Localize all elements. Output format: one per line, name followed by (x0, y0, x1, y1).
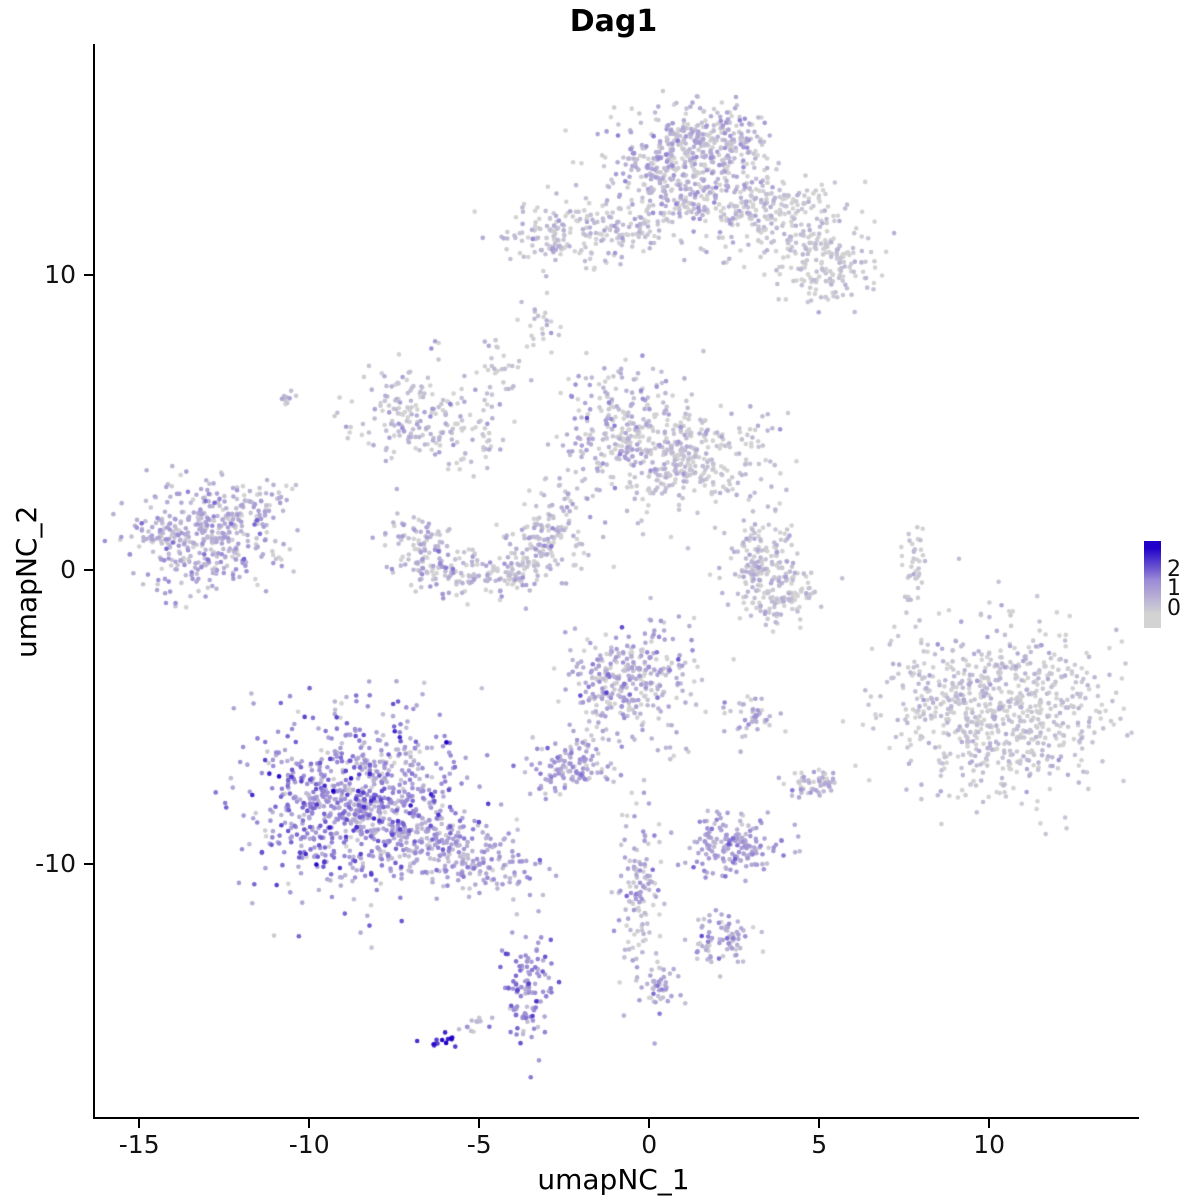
x-tick-label: -10 (288, 1130, 330, 1159)
y-axis-title: umapNC_2 (10, 505, 43, 658)
x-tick-mark (138, 1119, 141, 1128)
y-tick-label: 10 (44, 259, 76, 289)
x-tick-mark (308, 1119, 311, 1128)
x-tick-label: 5 (811, 1130, 828, 1159)
x-tick-label: 0 (641, 1130, 658, 1159)
x-tick-label: 10 (973, 1130, 1006, 1159)
y-tick-mark (84, 568, 93, 571)
x-tick-label: -5 (466, 1130, 492, 1159)
x-axis-line (93, 1117, 1139, 1119)
x-tick-mark (648, 1119, 651, 1128)
legend-tick-label: 0 (1167, 595, 1181, 621)
x-tick-mark (818, 1119, 821, 1128)
y-tick-mark (84, 273, 93, 276)
x-tick-label: -15 (118, 1130, 160, 1159)
y-tick-label: -10 (35, 849, 76, 879)
y-tick-mark (84, 863, 93, 866)
legend-gradient-bar (1144, 541, 1161, 628)
x-tick-mark (988, 1119, 991, 1128)
legend-tick-label: 1 (1167, 576, 1181, 602)
y-tick-label: 0 (60, 554, 76, 584)
x-axis-title: umapNC_1 (537, 1163, 690, 1196)
y-axis-line (93, 44, 95, 1119)
legend-tick-label: 2 (1167, 556, 1181, 582)
x-tick-mark (478, 1119, 481, 1128)
plot-title: Dag1 (569, 4, 658, 39)
